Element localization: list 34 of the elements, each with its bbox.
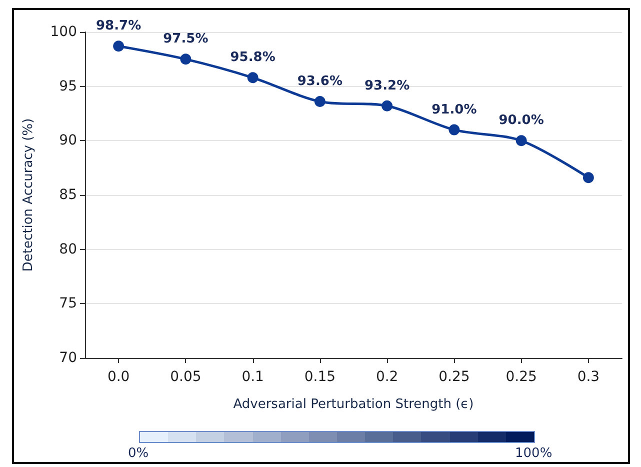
data-label: 97.5% bbox=[163, 32, 208, 47]
x-axis-title: Adversarial Perturbation Strength (ϵ) bbox=[233, 397, 474, 412]
point bbox=[314, 96, 326, 108]
y-tick-label: 70 bbox=[59, 350, 77, 366]
point bbox=[180, 54, 192, 65]
text: 100% bbox=[515, 446, 552, 461]
x-tick-label: 0.0 bbox=[107, 369, 130, 385]
y-tick-label: 95 bbox=[59, 78, 77, 94]
y-tick-label: 90 bbox=[59, 132, 77, 149]
x-tick-label: 0.25 bbox=[438, 369, 470, 385]
point bbox=[448, 124, 460, 136]
y-tick-label: 100 bbox=[50, 24, 77, 40]
x-tick-label: 0.2 bbox=[376, 369, 398, 385]
y-tick-label: 85 bbox=[59, 187, 77, 203]
data-label: 91.0% bbox=[432, 102, 477, 118]
data-label: 90.0% bbox=[498, 113, 544, 128]
x-tick-label: 0.3 bbox=[577, 369, 600, 385]
point bbox=[516, 135, 527, 146]
point bbox=[247, 72, 258, 84]
point bbox=[113, 40, 124, 52]
x-tick-label: 0.15 bbox=[304, 369, 336, 385]
point bbox=[582, 172, 594, 184]
x-tick-label: 0.25 bbox=[506, 369, 537, 385]
y-axis-title: Detection Accuracy (%) bbox=[21, 118, 36, 272]
text: 0% bbox=[128, 446, 149, 461]
x-tick-label: 0.1 bbox=[242, 369, 264, 385]
data-label: 93.6% bbox=[297, 74, 342, 90]
data-label: 95.8% bbox=[230, 50, 276, 66]
y-tick-label: 75 bbox=[59, 296, 77, 312]
data-label: 98.7% bbox=[96, 18, 142, 34]
x-tick-label: 0.05 bbox=[170, 369, 202, 385]
point bbox=[382, 100, 393, 112]
y-tick-label: 80 bbox=[59, 241, 77, 258]
data-label: 93.2% bbox=[364, 78, 410, 94]
